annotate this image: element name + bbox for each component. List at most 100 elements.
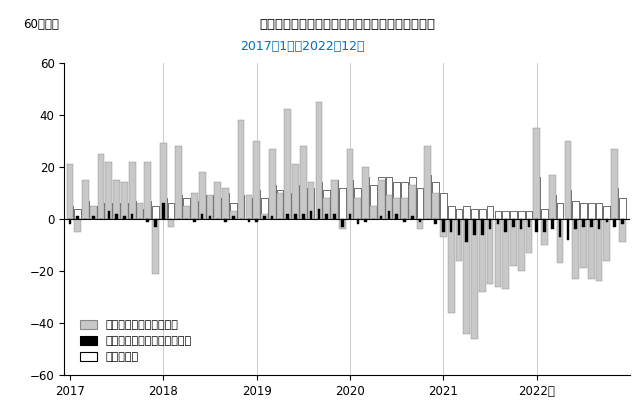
- Bar: [271, 216, 273, 219]
- Bar: [160, 143, 167, 219]
- Bar: [504, 219, 507, 232]
- Bar: [388, 211, 390, 219]
- Bar: [339, 219, 345, 229]
- Bar: [417, 188, 423, 219]
- Bar: [300, 146, 307, 219]
- Bar: [238, 120, 244, 219]
- Bar: [201, 214, 203, 219]
- Bar: [77, 216, 79, 219]
- Bar: [75, 219, 81, 232]
- Bar: [75, 208, 81, 219]
- Bar: [222, 193, 229, 219]
- Bar: [549, 196, 556, 219]
- Bar: [401, 198, 408, 219]
- Bar: [432, 193, 439, 219]
- Bar: [276, 193, 284, 219]
- Bar: [525, 211, 532, 219]
- Bar: [386, 196, 392, 219]
- Legend: 宿泊業，飲食サービス業, 生活関連サービス業，娯楽業, 医療，福祉: 宿泊業，飲食サービス業, 生活関連サービス業，娯楽業, 医療，福祉: [75, 315, 196, 367]
- Bar: [354, 198, 361, 219]
- Bar: [549, 175, 556, 219]
- Bar: [66, 164, 73, 219]
- Bar: [551, 219, 554, 229]
- Bar: [541, 219, 548, 245]
- Bar: [541, 208, 548, 219]
- Bar: [611, 148, 618, 219]
- Bar: [536, 219, 538, 232]
- Bar: [160, 198, 167, 219]
- Bar: [90, 206, 96, 219]
- Bar: [394, 183, 400, 219]
- Text: 2017年1月～2022年12月: 2017年1月～2022年12月: [240, 40, 364, 53]
- Bar: [66, 206, 73, 219]
- Bar: [176, 146, 182, 219]
- Bar: [619, 198, 626, 219]
- Bar: [574, 219, 577, 229]
- Bar: [349, 214, 351, 219]
- Bar: [603, 206, 610, 219]
- Bar: [409, 177, 415, 219]
- Bar: [502, 211, 509, 219]
- Bar: [183, 198, 190, 219]
- Bar: [450, 219, 453, 232]
- Bar: [131, 214, 134, 219]
- Bar: [448, 206, 455, 219]
- Bar: [580, 203, 587, 219]
- Bar: [123, 216, 125, 219]
- Bar: [115, 214, 118, 219]
- Bar: [595, 219, 602, 281]
- Bar: [113, 203, 120, 219]
- Bar: [107, 211, 110, 219]
- Bar: [168, 203, 174, 219]
- Bar: [534, 128, 540, 219]
- Bar: [394, 198, 400, 219]
- Bar: [456, 208, 462, 219]
- Bar: [136, 203, 143, 219]
- Bar: [206, 196, 213, 219]
- Bar: [292, 164, 299, 219]
- Bar: [466, 219, 468, 242]
- Bar: [424, 146, 431, 219]
- Bar: [331, 180, 338, 219]
- Bar: [144, 201, 151, 219]
- Bar: [331, 180, 338, 219]
- Bar: [152, 206, 159, 219]
- Bar: [572, 219, 579, 279]
- Bar: [232, 216, 235, 219]
- Bar: [341, 219, 343, 227]
- Bar: [323, 190, 330, 219]
- Bar: [432, 183, 439, 219]
- Bar: [253, 141, 260, 219]
- Bar: [147, 219, 149, 221]
- Bar: [69, 219, 71, 224]
- Bar: [276, 190, 284, 219]
- Bar: [370, 185, 377, 219]
- Bar: [325, 214, 328, 219]
- Bar: [302, 214, 305, 219]
- Bar: [292, 185, 299, 219]
- Bar: [82, 201, 89, 219]
- Bar: [603, 219, 610, 261]
- Bar: [246, 198, 252, 219]
- Bar: [395, 214, 398, 219]
- Bar: [255, 219, 258, 221]
- Bar: [613, 219, 616, 227]
- Bar: [572, 201, 579, 219]
- Bar: [269, 148, 276, 219]
- Bar: [582, 219, 584, 227]
- Bar: [310, 211, 312, 219]
- Bar: [199, 196, 206, 219]
- Bar: [333, 214, 336, 219]
- Bar: [230, 211, 237, 219]
- Bar: [487, 219, 493, 284]
- Bar: [354, 188, 361, 219]
- Bar: [199, 172, 206, 219]
- Bar: [417, 219, 423, 229]
- Bar: [619, 219, 626, 242]
- Bar: [168, 219, 174, 227]
- Bar: [378, 177, 385, 219]
- Bar: [269, 185, 276, 219]
- Bar: [152, 219, 159, 274]
- Bar: [525, 219, 532, 253]
- Bar: [209, 216, 212, 219]
